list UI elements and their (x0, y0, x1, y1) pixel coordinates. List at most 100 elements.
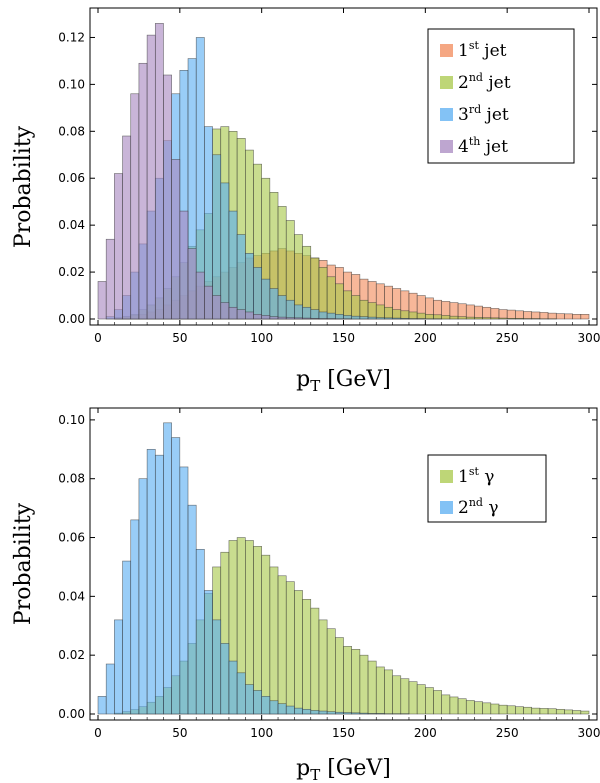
bar (343, 290, 352, 320)
bar (261, 554, 271, 715)
bar (523, 706, 533, 715)
bar (555, 313, 565, 320)
bar (506, 309, 516, 320)
bar (449, 315, 459, 320)
y-tick-label: 0.10 (58, 77, 85, 91)
bar (400, 317, 410, 320)
bar (261, 278, 271, 320)
legend-label: 1st jet (458, 39, 507, 61)
bar (236, 234, 246, 320)
y-tick-label: 0.00 (58, 312, 85, 326)
bar (122, 560, 132, 715)
bar (228, 210, 238, 320)
bar (212, 295, 222, 320)
x-axis-title: pT [GeV] (296, 367, 391, 395)
bar (220, 643, 230, 715)
bar (130, 519, 140, 715)
bar (343, 646, 352, 715)
bar (179, 466, 189, 715)
y-tick-label: 0.04 (58, 218, 85, 232)
bar (326, 276, 336, 320)
bar (294, 304, 303, 320)
bar (285, 705, 295, 715)
bar (441, 694, 451, 715)
bar (580, 710, 590, 715)
bar (367, 660, 377, 715)
y-tick-label: 0.06 (58, 171, 85, 185)
x-tick-label: 50 (172, 726, 187, 740)
bar (154, 23, 164, 320)
bar (302, 708, 312, 715)
bar (253, 267, 262, 320)
legend-label: 2nd jet (458, 71, 511, 93)
legend-swatch (440, 470, 453, 483)
bar (498, 309, 508, 320)
bar (171, 437, 181, 715)
bar (310, 309, 320, 320)
y-tick-label: 0.08 (58, 472, 85, 486)
bar (482, 306, 492, 320)
y-tick-label: 0.08 (58, 124, 85, 138)
bar (425, 314, 434, 320)
series-4 (97, 23, 352, 320)
legend-label: 1st γ (458, 465, 494, 487)
legend-swatch (440, 44, 453, 57)
bar (547, 708, 557, 715)
bar (555, 708, 565, 715)
bar (114, 619, 123, 715)
bar (457, 316, 467, 320)
bar (228, 660, 238, 715)
bar (351, 295, 361, 320)
bar (474, 317, 483, 320)
bar (425, 687, 434, 715)
bar (245, 253, 254, 320)
bar (122, 135, 132, 320)
x-axis-title: pT [GeV] (296, 756, 391, 783)
bar (539, 312, 549, 320)
bar (482, 317, 492, 320)
bar (359, 316, 369, 320)
bar (212, 154, 222, 320)
x-tick-label: 50 (172, 331, 187, 345)
bar (277, 295, 287, 320)
bar (416, 684, 426, 715)
bar (105, 663, 115, 715)
bar (506, 705, 516, 715)
x-tick-label: 100 (250, 726, 273, 740)
bar (474, 701, 483, 715)
y-tick-label: 0.02 (58, 648, 85, 662)
bar (187, 504, 197, 715)
bar (375, 666, 385, 715)
bar (310, 710, 320, 715)
bar (277, 316, 287, 320)
bar (384, 317, 393, 320)
bar (375, 317, 385, 320)
bar (384, 669, 393, 715)
bar (335, 283, 344, 320)
bar (400, 310, 410, 320)
bar (343, 712, 352, 715)
bar (384, 306, 393, 320)
photon-pt-histogram: 0 50 100 150 200 250 300 0.00 0.02 0.04 0.06 0.08 0.… (11, 407, 600, 783)
bar (580, 314, 590, 320)
bar (515, 310, 524, 320)
bar (416, 312, 426, 320)
x-tick-label: 0 (94, 726, 102, 740)
bar (490, 317, 500, 320)
bar (204, 590, 213, 715)
bar (302, 306, 312, 320)
x-tick-label: 100 (250, 331, 273, 345)
bar (171, 159, 181, 320)
bar (400, 678, 410, 715)
bar (187, 248, 197, 320)
bar (531, 707, 541, 715)
bar (408, 681, 418, 715)
bar (236, 309, 246, 320)
bar (195, 271, 205, 320)
legend-label: 4th jet (458, 135, 508, 157)
bar (359, 712, 369, 715)
bar (515, 706, 524, 715)
bar (392, 309, 402, 320)
bar (367, 302, 377, 320)
bar (269, 316, 279, 320)
